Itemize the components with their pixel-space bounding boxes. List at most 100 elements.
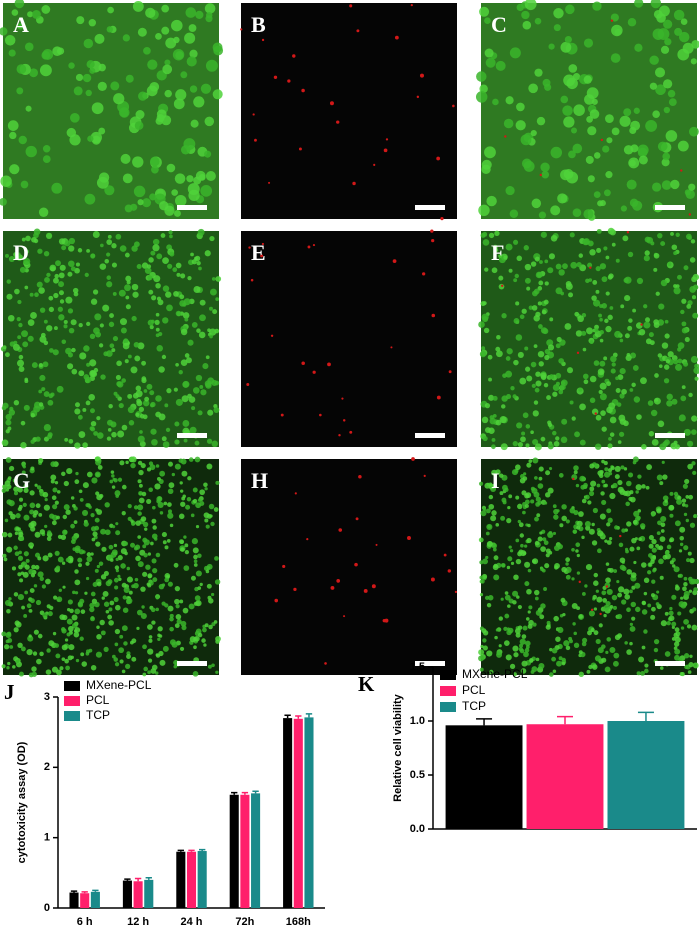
live-cell <box>674 27 683 36</box>
live-cell <box>611 242 616 247</box>
live-cell <box>550 235 558 242</box>
live-cell <box>583 379 589 385</box>
live-cell <box>95 651 103 658</box>
live-cell <box>686 440 694 447</box>
live-cell <box>632 456 639 463</box>
live-cell <box>679 535 684 541</box>
live-cell <box>552 384 560 392</box>
live-cell <box>154 537 158 541</box>
live-cell <box>93 327 100 335</box>
live-cell <box>13 400 20 406</box>
live-cell <box>572 622 576 626</box>
live-cell <box>605 600 611 607</box>
dead-cell <box>411 457 415 461</box>
live-cell <box>533 344 538 349</box>
live-cell <box>90 420 97 427</box>
live-cell <box>534 68 543 77</box>
live-cell <box>545 470 551 476</box>
live-cell <box>74 591 79 595</box>
live-cell <box>647 570 652 575</box>
scale-bar <box>655 205 685 210</box>
dead-cell <box>371 584 376 589</box>
live-cell <box>579 475 586 482</box>
live-cell <box>524 346 529 351</box>
live-cell <box>573 631 577 636</box>
live-cell <box>134 355 141 362</box>
live-cell <box>73 520 78 524</box>
dead-cell <box>282 564 286 569</box>
live-cell <box>588 528 595 535</box>
live-cell <box>575 542 581 548</box>
live-cell <box>568 639 573 644</box>
live-cell <box>152 567 158 574</box>
live-cell <box>664 319 669 324</box>
live-cell <box>619 338 624 343</box>
live-cell <box>72 503 76 508</box>
live-cell <box>175 310 182 317</box>
live-cell <box>133 546 139 551</box>
live-cell <box>618 414 626 422</box>
live-cell <box>508 268 513 273</box>
live-cell <box>558 389 564 395</box>
live-cell <box>561 515 568 522</box>
live-cell <box>131 283 139 291</box>
live-cell <box>542 537 547 542</box>
live-cell <box>169 234 173 239</box>
live-cell <box>604 467 609 472</box>
live-cell <box>30 312 37 319</box>
live-cell <box>476 71 487 82</box>
live-cell <box>516 255 523 262</box>
live-cell <box>485 508 491 514</box>
live-cell <box>587 262 593 268</box>
live-cell <box>637 474 642 479</box>
live-cell <box>192 671 199 677</box>
y-tick-label: 0.5 <box>410 769 425 781</box>
live-cell <box>138 490 143 496</box>
live-cell <box>675 584 679 588</box>
live-cell <box>690 58 697 65</box>
live-cell <box>173 98 185 110</box>
live-cell <box>686 624 692 629</box>
live-cell <box>165 37 177 49</box>
live-cell <box>133 341 140 348</box>
live-cell <box>13 627 19 633</box>
live-cell <box>515 538 520 543</box>
live-cell <box>208 624 213 630</box>
live-cell <box>42 491 49 498</box>
live-cell <box>547 420 552 425</box>
live-cell <box>19 266 26 273</box>
live-cell <box>156 499 161 504</box>
live-cell <box>209 328 217 336</box>
live-cell <box>606 540 612 545</box>
live-cell <box>616 613 623 620</box>
live-cell <box>609 229 616 236</box>
live-cell <box>550 205 561 216</box>
live-cell <box>633 107 640 114</box>
live-cell <box>483 507 487 512</box>
live-cell <box>660 279 668 287</box>
legend-label: TCP <box>462 699 486 713</box>
live-cell <box>199 582 203 587</box>
live-cell <box>683 545 689 551</box>
live-cell <box>57 534 63 539</box>
live-cell <box>543 587 548 591</box>
live-cell <box>52 504 58 510</box>
live-cell <box>176 272 181 277</box>
live-cell <box>181 395 189 403</box>
live-cell <box>12 478 17 483</box>
live-cell <box>673 641 680 647</box>
live-cell <box>664 333 670 339</box>
live-cell <box>134 121 144 130</box>
live-cell <box>103 646 109 652</box>
live-cell <box>13 491 19 496</box>
live-cell <box>624 276 632 284</box>
live-cell <box>623 108 632 117</box>
live-cell <box>101 546 107 552</box>
live-cell <box>588 664 593 670</box>
dead-cell <box>354 562 358 567</box>
live-cell <box>189 636 196 643</box>
dead-cell <box>375 543 378 546</box>
live-cell <box>611 24 623 37</box>
live-cell <box>504 594 511 601</box>
live-cell <box>59 264 66 271</box>
